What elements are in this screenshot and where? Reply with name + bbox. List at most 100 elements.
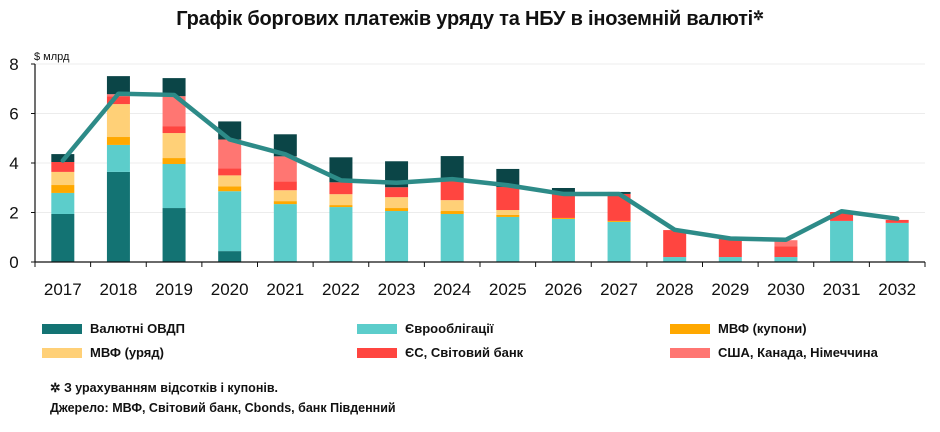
- bar-segment: [106, 104, 130, 138]
- footnote: ✲ З урахуванням відсотків і купонів.: [50, 381, 278, 395]
- bar-segment: [551, 191, 575, 218]
- bar-segment: [885, 222, 909, 262]
- x-tick-label: 2030: [767, 280, 805, 299]
- bar-stack-2026: [551, 187, 575, 262]
- bars: [51, 76, 909, 262]
- bar-segment: [162, 163, 186, 209]
- bar-segment: [162, 96, 186, 127]
- stacked-bar-chart: 0 2 4 6 8 2017 2018 2019 2020 2021 2022 2023 2024 202…: [9, 51, 926, 299]
- bar-stack-2032: [885, 219, 909, 262]
- y-tick-label: 2: [9, 204, 18, 223]
- bar-segment: [51, 192, 75, 214]
- bar-stack-2028: [663, 230, 687, 262]
- line-series: [60, 91, 900, 242]
- y-tick-label: 6: [9, 105, 18, 124]
- bar-segment: [385, 197, 409, 209]
- legend-swatch: [670, 347, 710, 358]
- bar-segment: [273, 204, 297, 262]
- bar-segment: [551, 217, 575, 219]
- bar-segment: [440, 211, 464, 214]
- bar-segment: [663, 257, 687, 262]
- x-tick-label: 2020: [211, 280, 249, 299]
- bar-segment: [774, 257, 798, 262]
- bar-segment: [885, 219, 909, 223]
- bar-segment: [607, 193, 631, 221]
- bar-segment: [273, 181, 297, 191]
- bar-stack-2020: [218, 121, 242, 262]
- total-line: [60, 91, 900, 242]
- bar-segment: [385, 208, 409, 212]
- legend-label: США, Канада, Німеччина: [718, 345, 878, 360]
- bar-segment: [218, 186, 242, 192]
- bar-stack-2027: [607, 191, 631, 262]
- y-tick-label: 4: [9, 154, 18, 173]
- bar-segment: [440, 156, 464, 180]
- bar-segment: [162, 78, 186, 97]
- bar-segment: [496, 187, 520, 211]
- x-tick-label: 2019: [155, 280, 193, 299]
- y-tick-label: 8: [9, 55, 18, 74]
- bar-segment: [51, 185, 75, 193]
- x-tick-label: 2025: [489, 280, 527, 299]
- bar-segment: [440, 179, 464, 201]
- bar-stack-2023: [385, 161, 409, 262]
- chart-title-text: Графік боргових платежів уряду та НБУ в …: [176, 8, 754, 30]
- bar-segment: [440, 213, 464, 262]
- bar-segment: [218, 251, 242, 262]
- bar-segment: [774, 246, 798, 258]
- legend-item-eu-world-bank: ЄС, Світовий банк: [357, 345, 523, 360]
- bar-segment: [218, 168, 242, 176]
- bar-segment: [162, 208, 186, 262]
- x-tick-label: 2024: [433, 280, 471, 299]
- y-axis-label: $ млрд: [34, 51, 70, 63]
- bar-segment: [385, 187, 409, 198]
- bar-stack-2022: [329, 157, 353, 262]
- chart-title: Графік боргових платежів уряду та НБУ в …: [0, 8, 940, 31]
- legend-swatch: [670, 323, 710, 334]
- legend-swatch: [42, 347, 82, 358]
- legend-item-imf-coupons: МВФ (купони): [670, 321, 807, 336]
- bar-stack-2021: [273, 134, 297, 262]
- legend-item-uah-bonds: Валютні ОВДП: [42, 321, 185, 336]
- bar-stack-2031: [830, 212, 854, 262]
- x-tick-label: 2028: [656, 280, 694, 299]
- bar-segment: [830, 212, 854, 221]
- bar-stack-2029: [718, 238, 742, 262]
- bar-segment: [774, 240, 798, 247]
- x-tick-label: 2017: [44, 280, 82, 299]
- bar-segment: [329, 205, 353, 208]
- legend-label: Єврооблігації: [405, 321, 494, 336]
- bar-segment: [830, 220, 854, 262]
- bar-segment: [496, 210, 520, 215]
- bar-segment: [218, 191, 242, 252]
- source-note: Джерело: МВФ, Світовий банк, Cbonds, бан…: [50, 401, 396, 415]
- x-tick-label: 2031: [823, 280, 861, 299]
- y-tick-label: 0: [9, 253, 18, 272]
- legend-label: МВФ (уряд): [90, 345, 164, 360]
- bar-segment: [551, 218, 575, 262]
- x-tick-label: 2022: [322, 280, 360, 299]
- x-tick-label: 2026: [545, 280, 583, 299]
- bar-segment: [329, 194, 353, 206]
- x-tick-label: 2018: [100, 280, 138, 299]
- bar-segment: [106, 144, 130, 172]
- bar-segment: [440, 200, 464, 212]
- bar-segment: [496, 216, 520, 262]
- x-tick-label: 2023: [378, 280, 416, 299]
- x-tick-label: 2021: [266, 280, 304, 299]
- title-asterisk-icon: ✲: [753, 8, 764, 23]
- bar-stack-2024: [440, 156, 464, 262]
- bar-segment: [607, 221, 631, 262]
- bar-segment: [663, 230, 687, 258]
- bar-segment: [106, 96, 130, 105]
- bar-stack-2030: [774, 240, 798, 262]
- bar-segment: [218, 139, 242, 169]
- bar-segment: [385, 211, 409, 262]
- bar-segment: [162, 133, 186, 159]
- bar-stack-2019: [162, 78, 186, 262]
- bar-segment: [273, 190, 297, 202]
- bar-segment: [273, 201, 297, 205]
- x-tick-label: 2027: [600, 280, 638, 299]
- legend-item-usa-canada-germany: США, Канада, Німеччина: [670, 345, 878, 360]
- bar-segment: [218, 175, 242, 187]
